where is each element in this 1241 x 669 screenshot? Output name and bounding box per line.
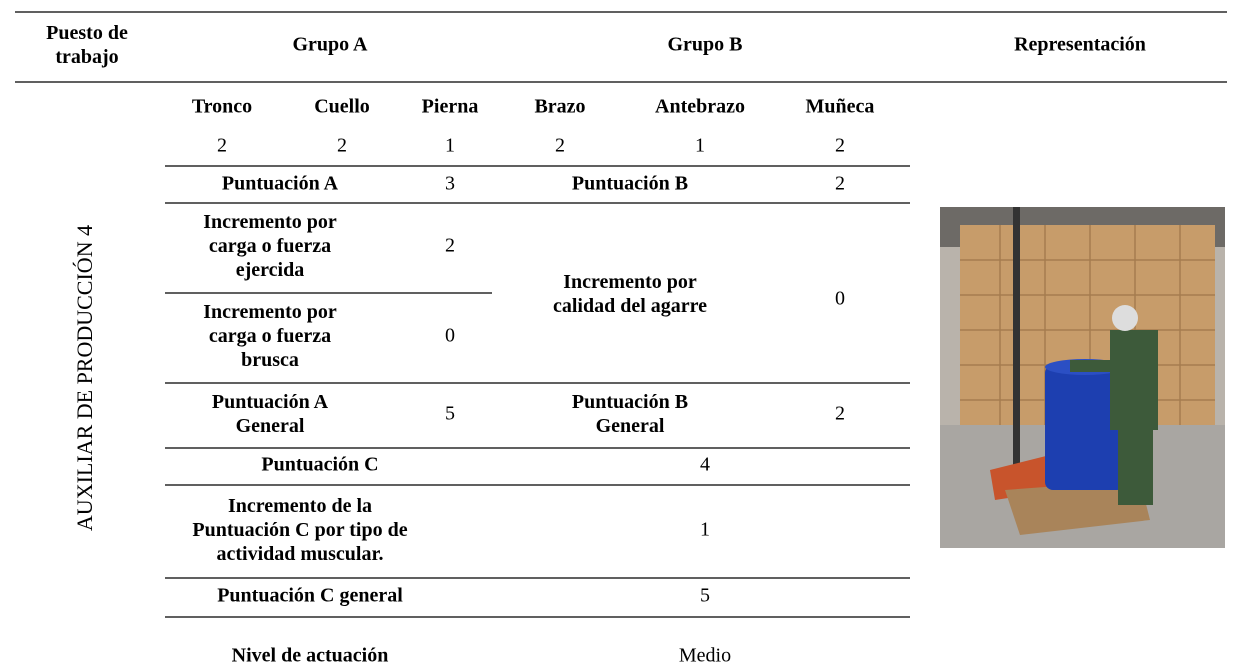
row-label: Puntuación B General: [572, 391, 688, 437]
segment-label: Pierna: [422, 96, 479, 118]
segment-label: Tronco: [192, 96, 252, 118]
segment-label: Brazo: [534, 96, 585, 118]
text-line: actividad muscular.: [216, 543, 383, 565]
segment-label: Cuello: [314, 96, 370, 118]
row-value: 2: [445, 235, 455, 257]
header-cell: Grupo B: [667, 34, 742, 56]
text-line: General: [236, 415, 305, 437]
text-line: trabajo: [55, 46, 118, 68]
row-value: 3: [445, 173, 455, 195]
text-line: Puesto de: [46, 22, 128, 44]
segment-value: 2: [555, 135, 565, 157]
row-value: 1: [700, 519, 710, 541]
text-line: calidad del agarre: [553, 295, 707, 317]
text-line: General: [596, 415, 665, 437]
text-line: Puntuación C por tipo de: [192, 519, 407, 541]
row-value: 5: [445, 403, 455, 425]
job-title: AUXILIAR DE PRODUCCIÓN 4: [72, 225, 97, 531]
text-line: Puntuación B: [572, 391, 688, 413]
segment-label: Muñeca: [806, 96, 875, 118]
segment-value: 2: [337, 135, 347, 157]
row-label: Puntuación A: [222, 173, 339, 195]
row-label: Puntuación C: [261, 454, 378, 476]
row-value: 2: [835, 173, 845, 195]
photo: [940, 207, 1225, 548]
row-value: 5: [700, 585, 710, 607]
text-line: Incremento de la: [228, 495, 372, 517]
row-label: Incremento de la Puntuación C por tipo de…: [192, 495, 407, 565]
segment-value: 1: [445, 135, 455, 157]
row-label: Puntuación A General: [212, 391, 329, 437]
row-label: Incremento por carga o fuerza brusca: [203, 301, 337, 371]
text-line: carga o fuerza: [209, 235, 331, 257]
row-value: 0: [835, 288, 845, 310]
header-cell: Puesto de trabajo: [46, 22, 128, 68]
text-line: Incremento por: [203, 211, 337, 233]
text-line: ejercida: [236, 259, 305, 281]
text-line: Incremento por: [203, 301, 337, 323]
header-cell: Representación: [1014, 34, 1146, 56]
row-label: Nivel de actuación: [232, 645, 389, 667]
text-line: carga o fuerza: [209, 325, 331, 347]
text-line: Puntuación A: [212, 391, 329, 413]
text-line: Incremento por: [563, 271, 697, 293]
row-value: 0: [445, 325, 455, 347]
segment-value: 2: [835, 135, 845, 157]
row-label: Puntuación B: [572, 173, 688, 195]
header-cell: Grupo A: [292, 34, 368, 56]
text-line: brusca: [241, 349, 299, 371]
row-label: Puntuación C general: [217, 585, 403, 607]
row-value: 4: [700, 454, 710, 476]
segment-value: 1: [695, 135, 705, 157]
row-label: Incremento por calidad del agarre: [553, 271, 707, 317]
row-value: Medio: [679, 645, 731, 667]
segment-value: 2: [217, 135, 227, 157]
row-label: Incremento por carga o fuerza ejercida: [203, 211, 337, 281]
segment-label: Antebrazo: [655, 96, 745, 118]
row-value: 2: [835, 403, 845, 425]
